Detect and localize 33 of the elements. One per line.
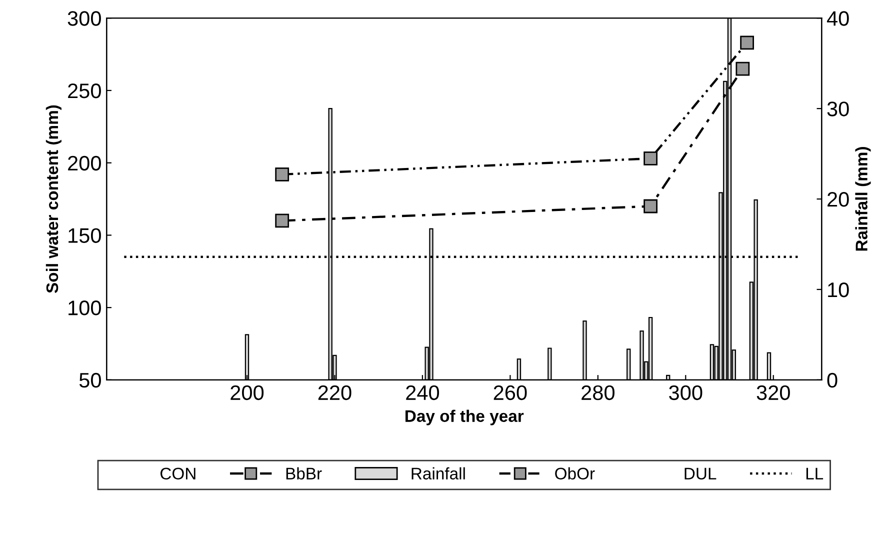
y-tick-label: 150	[68, 228, 101, 243]
y-tick-label: 50	[79, 372, 101, 388]
y2-tick-label: 0	[827, 372, 838, 388]
text: DUL	[684, 468, 716, 480]
y2-tick-label: 40	[826, 11, 849, 26]
point	[275, 214, 290, 228]
y2-tick-label: 10	[828, 282, 849, 298]
y-tick-label: 250	[68, 83, 101, 98]
point	[736, 62, 750, 76]
x-tick-label: 220	[318, 385, 352, 400]
x-tick-label: 200	[230, 385, 264, 400]
y-axis-title: Soil water content (mm)	[46, 105, 62, 293]
legend-label: BbBr	[286, 467, 322, 480]
point	[644, 199, 658, 214]
x-tick-label: 240	[406, 385, 440, 400]
x-tick-label: 320	[756, 385, 790, 400]
y-tick-label: 200	[68, 156, 101, 171]
text: CON	[160, 468, 196, 480]
legend-label: Rainfall	[412, 467, 465, 480]
point	[644, 152, 658, 166]
y-tick-label: 100	[68, 300, 101, 316]
y2-tick-label: 20	[828, 192, 849, 207]
y-tick-label: 300	[68, 11, 101, 26]
legend-label: LL	[806, 468, 824, 480]
x-tick-label: 260	[494, 385, 527, 400]
point	[740, 36, 754, 50]
y2-axis-title: Rainfall (mm)	[855, 147, 871, 251]
y2-tick-label: 30	[827, 102, 849, 116]
legend-label: ObOr	[555, 467, 595, 480]
x-tick-label: 300	[669, 385, 702, 400]
x-tick-label: 280	[582, 385, 614, 400]
x-axis-title: Day of the year	[406, 410, 524, 426]
point	[275, 167, 290, 182]
